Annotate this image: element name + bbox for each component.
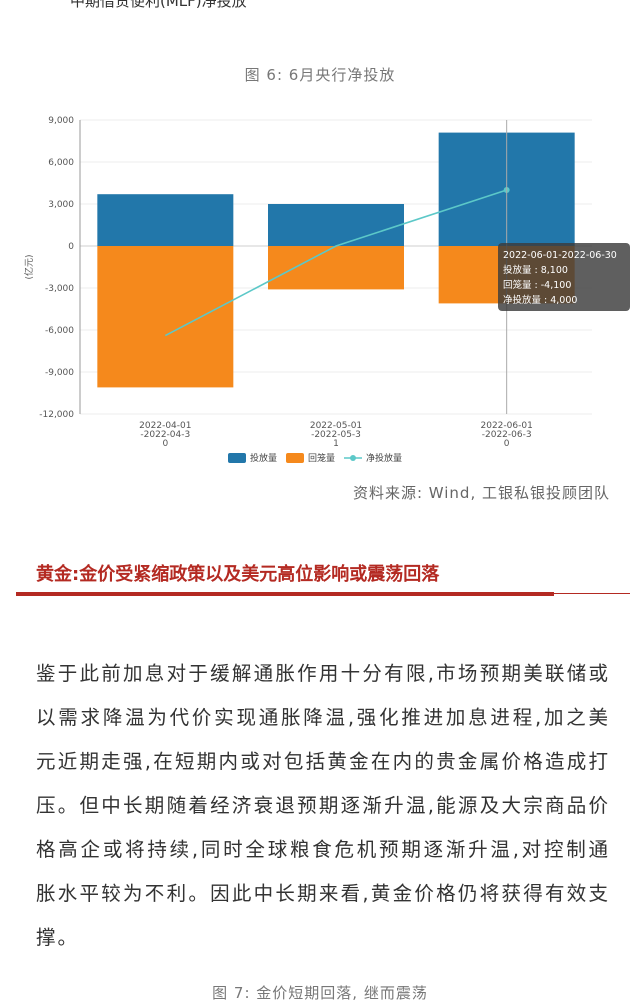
- x-tick-label: 2022-05-01: [310, 421, 362, 431]
- legend[interactable]: 投放量 回笼量 净投放量: [228, 452, 402, 464]
- x-tick-label: -2022-05-3: [311, 430, 361, 440]
- x-tick-label: 0: [162, 439, 168, 449]
- gold-outlook-paragraph: 鉴于此前加息对于缓解通胀作用十分有限,市场预期美联储或以需求降温为代价实现通胀降…: [36, 662, 610, 949]
- y-tick-label: -9,000: [45, 368, 74, 378]
- next-figure-caption: 图 7: 金价短期回落, 继而震荡: [212, 984, 428, 1002]
- bar-withdrawal: [97, 246, 234, 388]
- x-tick-label: 2022-04-01: [139, 421, 191, 431]
- x-tick-label: 0: [504, 439, 510, 449]
- legend-swatch-dot: [350, 455, 356, 461]
- y-tick-label: 0: [68, 242, 74, 252]
- legend-swatch: [286, 453, 304, 463]
- bar-withdrawal: [268, 246, 404, 290]
- previous-caption-fragment: 中期借贷便利(MLF)净投放: [70, 0, 247, 10]
- section-heading: 黄金:金价受紧缩政策以及美元高位影响或震荡回落: [36, 564, 440, 585]
- bar-injection: [268, 204, 404, 246]
- tooltip-line: 回笼量 : -4,100: [503, 279, 571, 291]
- tooltip-box: [498, 243, 630, 311]
- section-divider: [16, 592, 554, 596]
- y-tick-label: 6,000: [48, 158, 74, 168]
- y-tick-label: 9,000: [48, 116, 74, 126]
- legend-swatch: [228, 453, 246, 463]
- figure-title: 图 6: 6月央行净投放: [244, 66, 396, 84]
- net-injection-polyline: [164, 189, 507, 337]
- y-axis: 9,000 6,000 3,000 0 -3,000 -6,000 -9,000 -12,00…: [23, 116, 81, 420]
- tooltip-line: 净投放量 : 4,000: [503, 294, 577, 306]
- y-tick-label: -3,000: [45, 284, 74, 294]
- figure-source: 资料来源: Wind, 工银私银投顾团队: [352, 484, 610, 502]
- y-tick-label: -6,000: [45, 326, 74, 336]
- x-tick-label: -2022-06-3: [482, 430, 532, 440]
- x-tick-label: 2022-06-01: [481, 421, 533, 431]
- section-divider-tail: [554, 593, 630, 594]
- legend-label[interactable]: 投放量: [250, 452, 277, 464]
- tooltip-line: 2022-06-01-2022-06-30: [503, 250, 617, 261]
- bar-injection: [97, 194, 234, 246]
- tooltip: 2022-06-01-2022-06-30 投放量 : 8,100 回笼量 : -4…: [498, 243, 630, 311]
- x-tick-label: 1: [333, 439, 339, 449]
- legend-label[interactable]: 回笼量: [308, 452, 335, 464]
- legend-label[interactable]: 净投放量: [366, 452, 402, 464]
- x-axis-labels: 2022-04-01-2022-04-302022-05-01-2022-05-…: [139, 421, 533, 449]
- y-tick-label: -12,000: [39, 410, 74, 420]
- x-tick-label: -2022-04-3: [140, 430, 190, 440]
- y-tick-label: 3,000: [48, 200, 74, 210]
- tooltip-line: 投放量 : 8,100: [503, 264, 568, 276]
- net-injection-chart: 9,000 6,000 3,000 0 -3,000 -6,000 -9,000 -12,00…: [23, 116, 630, 464]
- y-axis-label: (亿元): [23, 254, 35, 279]
